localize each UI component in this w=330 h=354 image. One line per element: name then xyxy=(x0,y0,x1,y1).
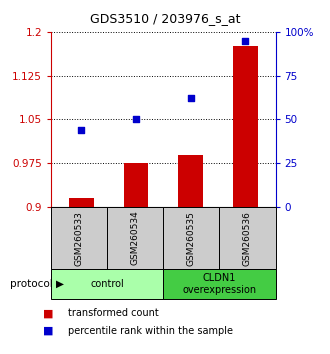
Point xyxy=(243,38,248,44)
Text: transformed count: transformed count xyxy=(68,308,158,318)
Bar xyxy=(179,155,203,207)
Bar xyxy=(69,198,94,207)
Text: protocol ▶: protocol ▶ xyxy=(10,279,64,289)
Bar xyxy=(233,46,258,207)
Text: ■: ■ xyxy=(43,326,53,336)
Point xyxy=(79,127,84,133)
Point xyxy=(188,96,193,101)
Text: GSM260536: GSM260536 xyxy=(243,211,252,266)
Text: GSM260534: GSM260534 xyxy=(131,211,140,266)
Text: GSM260533: GSM260533 xyxy=(75,211,84,266)
Text: CLDN1
overexpression: CLDN1 overexpression xyxy=(182,273,256,295)
Text: percentile rank within the sample: percentile rank within the sample xyxy=(68,326,233,336)
Point xyxy=(133,117,139,122)
Text: GSM260535: GSM260535 xyxy=(187,211,196,266)
Text: control: control xyxy=(90,279,124,289)
Text: GDS3510 / 203976_s_at: GDS3510 / 203976_s_at xyxy=(90,12,240,25)
Bar xyxy=(124,163,148,207)
Text: ■: ■ xyxy=(43,308,53,318)
